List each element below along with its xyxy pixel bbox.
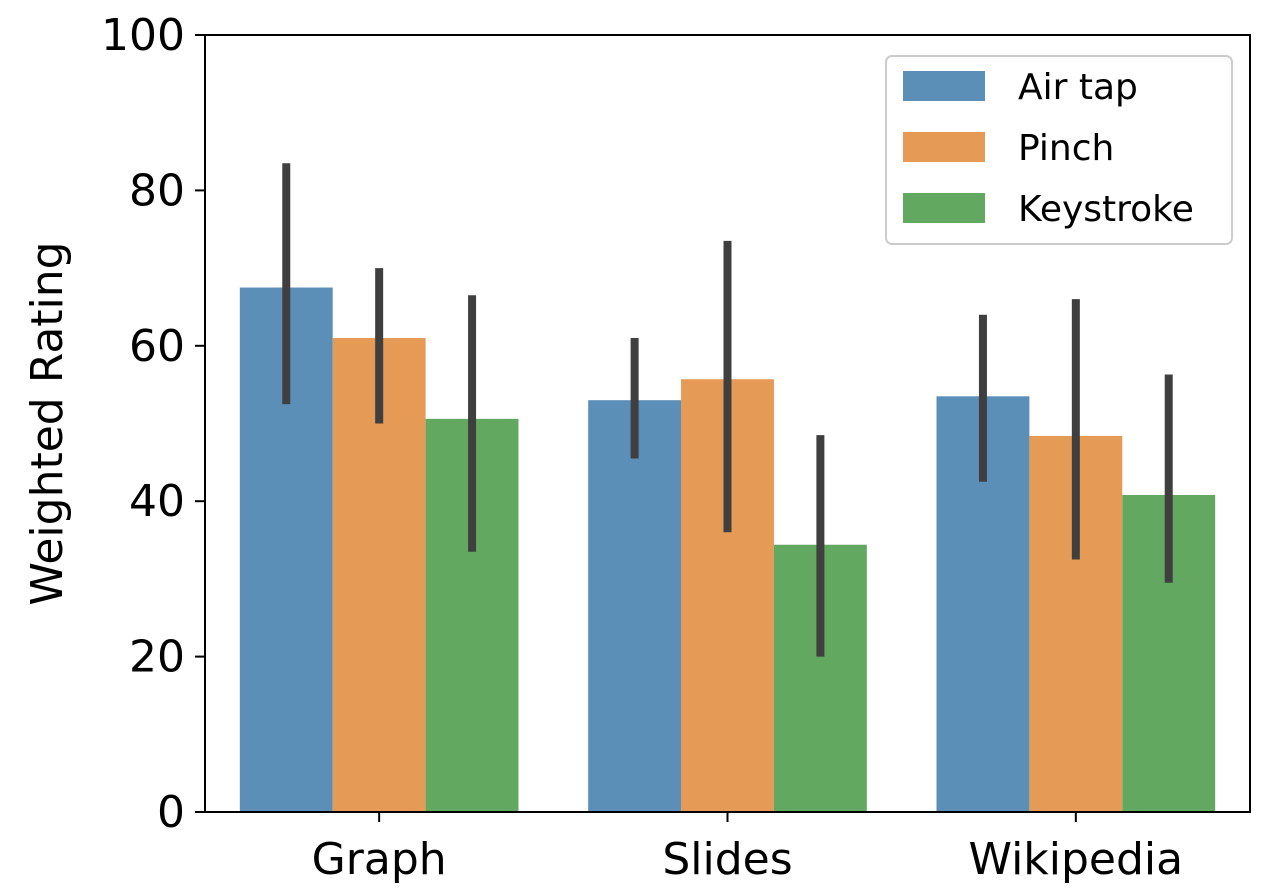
x-tick-label: Wikipedia <box>969 834 1184 885</box>
x-tick-label: Graph <box>312 834 447 885</box>
legend-label: Air tap <box>1018 67 1138 108</box>
y-tick-label: 20 <box>129 632 185 683</box>
legend-label: Pinch <box>1018 128 1114 169</box>
bar-air-tap-slides <box>588 400 682 812</box>
x-tick-label: Slides <box>662 834 792 885</box>
legend: Air tap Pinch Keystroke <box>885 55 1233 245</box>
x-axis: Graph Slides Wikipedia <box>312 812 1183 885</box>
error-bars-layer <box>282 163 1173 657</box>
legend-swatch <box>903 132 985 162</box>
y-tick-label: 0 <box>157 787 185 838</box>
legend-swatch <box>903 71 985 101</box>
y-tick-label: 80 <box>129 165 185 216</box>
y-tick-label: 40 <box>129 476 185 527</box>
y-axis-label: Weighted Rating <box>22 241 73 605</box>
legend-label: Keystroke <box>1018 189 1194 230</box>
bars-layer <box>239 287 1216 812</box>
y-axis: 0 20 40 60 80 100 <box>101 10 205 838</box>
legend-swatch <box>903 193 985 223</box>
y-tick-label: 100 <box>101 10 185 61</box>
y-tick-label: 60 <box>129 321 185 372</box>
